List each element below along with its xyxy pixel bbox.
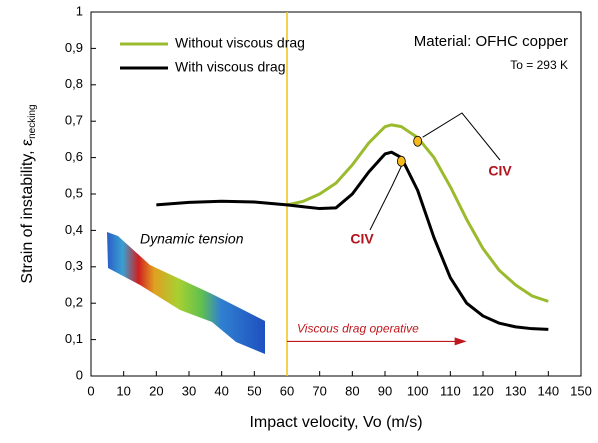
x-tick-label: 130 bbox=[505, 383, 527, 398]
arrow-head bbox=[454, 337, 467, 346]
leader-line bbox=[422, 112, 501, 161]
x-tick-label: 20 bbox=[149, 383, 163, 398]
arrow-label: Viscous drag operative bbox=[297, 322, 419, 336]
y-axis-label: Strain of instability, εnecking bbox=[19, 104, 37, 283]
civ-label: CIV bbox=[488, 163, 512, 179]
x-tick-label: 60 bbox=[280, 383, 294, 398]
annotation: Dynamic tension bbox=[140, 231, 244, 247]
x-tick-label: 110 bbox=[440, 383, 461, 398]
y-tick-label: 0,6 bbox=[65, 149, 83, 164]
legend-label: With viscous drag bbox=[175, 59, 285, 75]
series-line bbox=[286, 123, 549, 303]
x-tick-label: 30 bbox=[182, 383, 196, 398]
annotation: To = 293 K bbox=[510, 58, 568, 72]
x-tick-label: 0 bbox=[87, 383, 94, 398]
civ-marker bbox=[413, 135, 423, 147]
y-tick-label: 1 bbox=[76, 3, 83, 18]
annotation: Material: OFHC copper bbox=[414, 33, 568, 50]
civ-label: CIV bbox=[350, 231, 374, 247]
y-tick-label: 0,1 bbox=[65, 331, 83, 346]
y-tick-label: 0,8 bbox=[65, 76, 83, 91]
x-tick-label: 70 bbox=[312, 383, 326, 398]
x-tick-label: 100 bbox=[407, 383, 429, 398]
legend-label: Without viscous drag bbox=[175, 35, 305, 51]
x-tick-label: 140 bbox=[537, 383, 559, 398]
x-tick-label: 90 bbox=[378, 383, 392, 398]
y-tick-label: 0,4 bbox=[65, 222, 83, 237]
leader-line bbox=[369, 166, 402, 231]
y-tick-label: 0,7 bbox=[65, 113, 83, 128]
x-tick-label: 150 bbox=[570, 383, 592, 398]
x-tick-label: 10 bbox=[116, 383, 130, 398]
x-tick-label: 50 bbox=[247, 383, 261, 398]
y-tick-label: 0 bbox=[76, 367, 83, 382]
y-axis-label-sub: necking bbox=[27, 104, 38, 138]
x-tick-label: 120 bbox=[472, 383, 494, 398]
series-line bbox=[156, 150, 549, 331]
x-axis-label: Impact velocity, Vo (m/s) bbox=[249, 414, 422, 431]
y-tick-label: 0,2 bbox=[65, 295, 83, 310]
y-tick-label: 0,3 bbox=[65, 258, 83, 273]
civ-marker bbox=[396, 155, 406, 167]
x-tick-label: 80 bbox=[345, 383, 359, 398]
y-axis-label-main: Strain of instability, ε bbox=[19, 139, 36, 284]
specimen-image bbox=[107, 232, 265, 354]
y-tick-label: 0,9 bbox=[65, 40, 83, 55]
x-tick-label: 40 bbox=[214, 383, 228, 398]
y-tick-label: 0,5 bbox=[65, 185, 83, 200]
